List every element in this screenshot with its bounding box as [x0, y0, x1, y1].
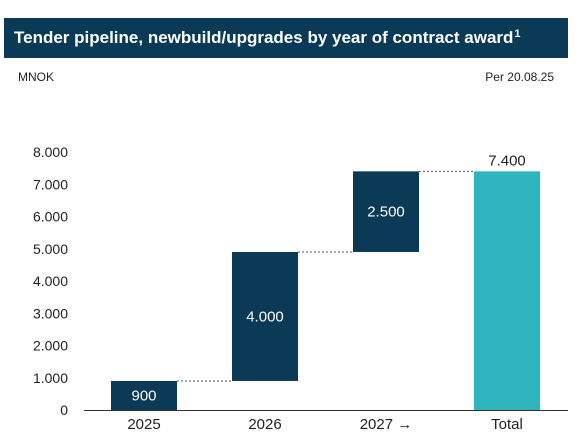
bar-value-label: 900: [131, 387, 156, 404]
bar-value-label: 2.500: [367, 204, 405, 221]
y-tick-label: 3.000: [33, 305, 68, 321]
as-of-date: Per 20.08.25: [485, 70, 554, 84]
increment-bar: [353, 171, 419, 252]
x-category-label: Total: [491, 416, 523, 433]
x-category-label: 2026: [248, 416, 281, 433]
increment-bar: [232, 251, 298, 381]
y-tick-label: 4.000: [33, 273, 68, 289]
increment-bar: [111, 380, 177, 410]
y-tick-label: 8.000: [33, 144, 68, 160]
y-tick-label: 6.000: [33, 209, 68, 225]
y-tick-label: 5.000: [33, 241, 68, 257]
y-tick-label: 0: [60, 402, 68, 418]
total-bar: [474, 171, 540, 410]
footnote-marker: 1: [514, 28, 521, 40]
unit-label: MNOK: [18, 70, 54, 84]
y-tick-label: 2.000: [33, 338, 68, 354]
y-tick-label: 1.000: [33, 370, 68, 386]
chart-title: Tender pipeline, newbuild/upgrades by ye…: [14, 28, 514, 47]
y-tick-label: 7.000: [33, 176, 68, 192]
x-category-label: 2025: [127, 416, 160, 433]
bar-value-label: 4.000: [246, 308, 284, 325]
x-category-label: 2027 →: [360, 416, 413, 433]
bar-value-label: 7.400: [488, 152, 526, 169]
chart-title-bar: Tender pipeline, newbuild/upgrades by ye…: [4, 18, 568, 58]
